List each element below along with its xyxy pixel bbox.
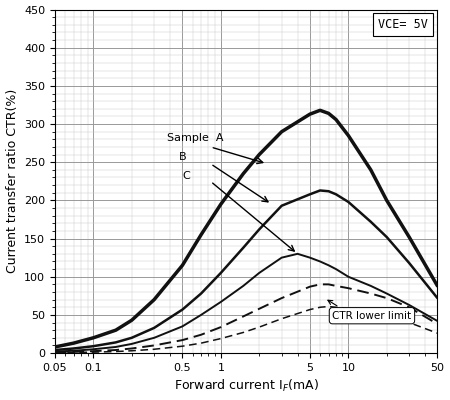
Text: C: C [182, 171, 190, 181]
X-axis label: Forward current I$_F$(mA): Forward current I$_F$(mA) [174, 378, 319, 394]
Y-axis label: Current transfer ratio CTR(%): Current transfer ratio CTR(%) [5, 89, 18, 274]
Text: Sample  A: Sample A [167, 133, 224, 143]
Text: VCE= 5V: VCE= 5V [378, 18, 428, 31]
Text: CTR lower limit: CTR lower limit [333, 311, 411, 321]
Text: B: B [179, 152, 187, 162]
